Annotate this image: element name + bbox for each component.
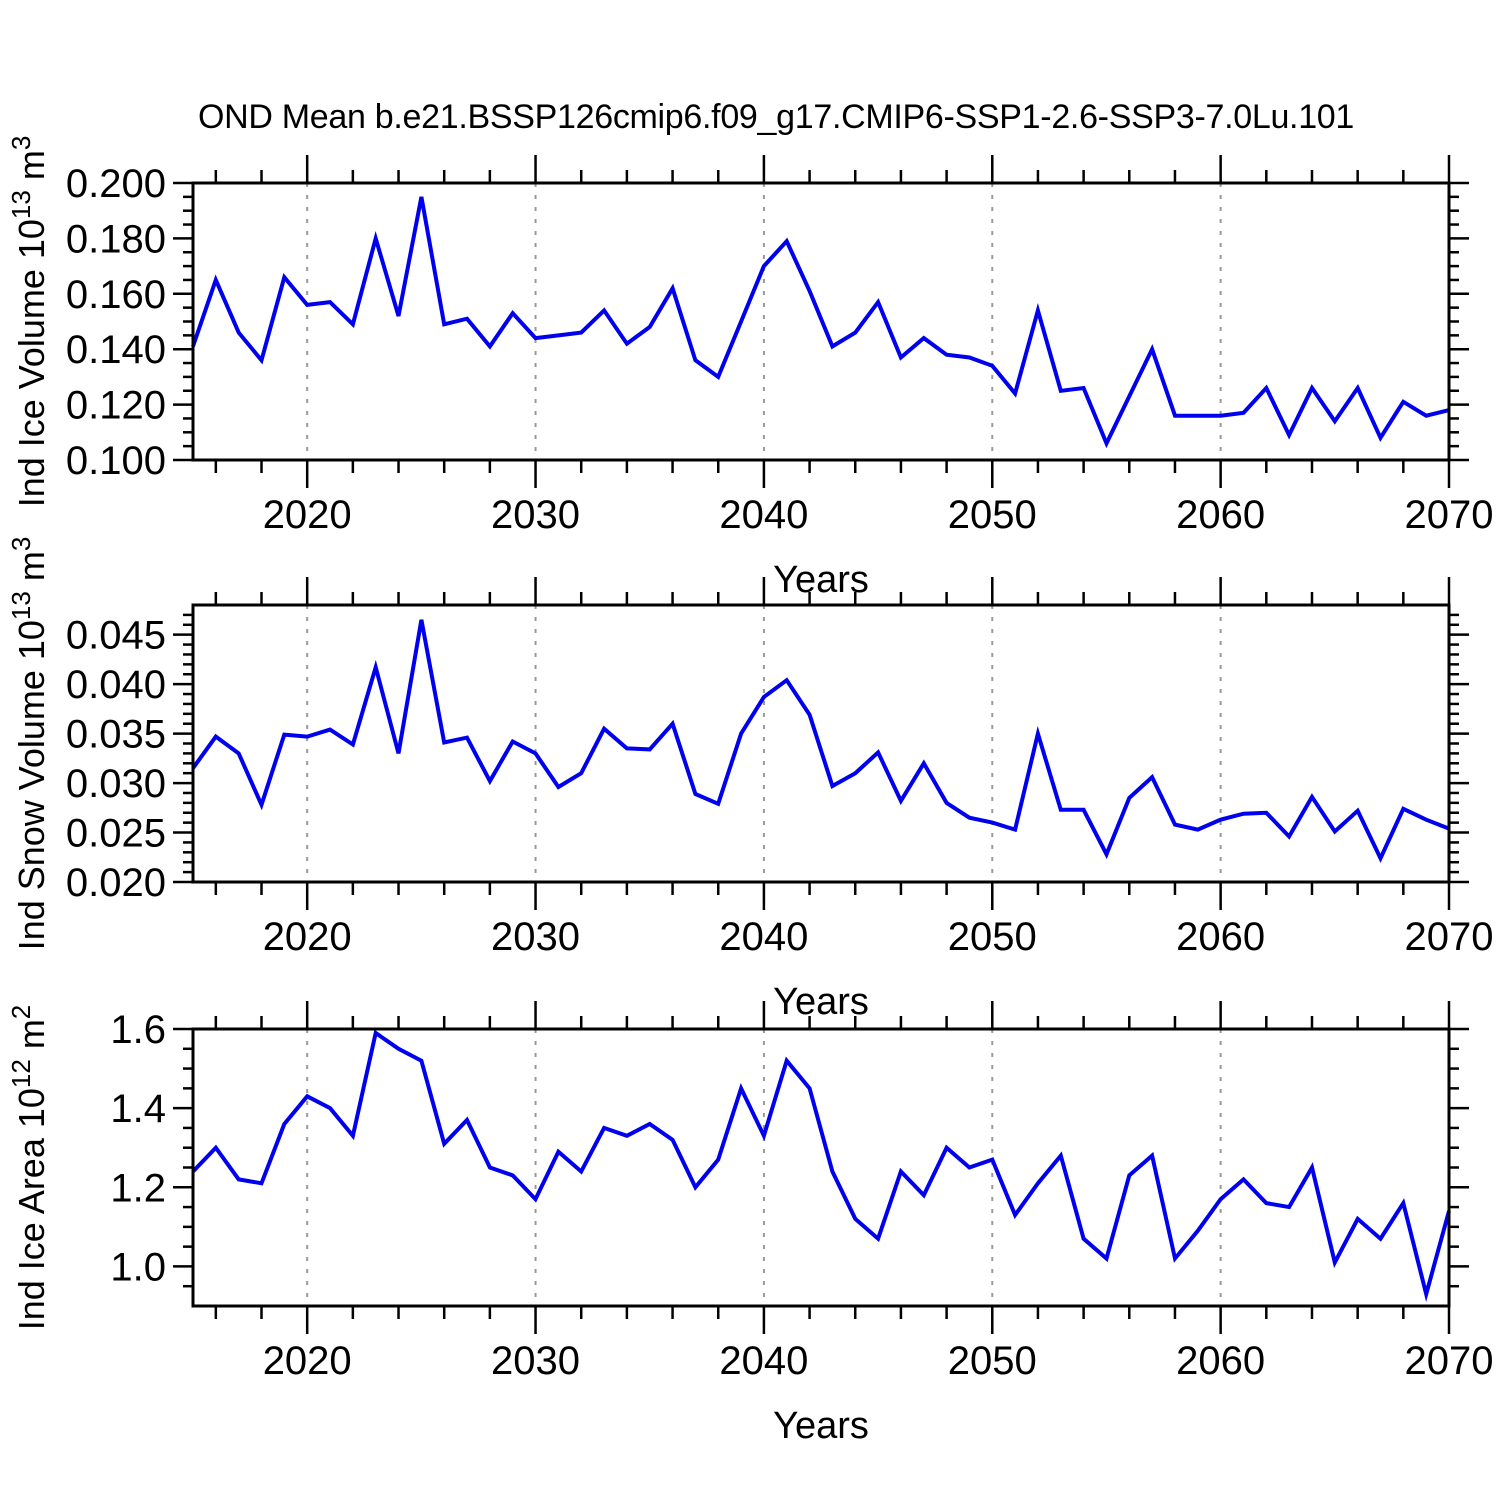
y-axis-title: Ind Ice Area 1012 m2: [6, 1005, 52, 1331]
y-tick-label: 0.040: [66, 663, 166, 707]
x-tick-label: 2020: [263, 493, 352, 537]
y-tick-label: 0.100: [66, 439, 166, 483]
data-line-ind-ice-area: [191, 1029, 1451, 1302]
y-tick-label: 0.200: [66, 162, 166, 206]
data-line-ind-snow-volume: [191, 619, 1450, 863]
y-axis-title: Ind Ice Volume 1013 m3: [6, 136, 52, 508]
x-axis-title: Years: [773, 1405, 869, 1447]
plot-border: [191, 1027, 1451, 1308]
x-tick-label: 2030: [491, 915, 580, 959]
panel-ind-ice-volume: 2020 2030 2040 2050 2060 2070 0.200 0.180 0.160 0…: [6, 136, 1493, 601]
plot-border: [191, 603, 1451, 884]
y-tick-label: 0.180: [66, 217, 166, 261]
x-tick-label: 2040: [719, 493, 808, 537]
y-tick-label: 0.030: [66, 762, 166, 806]
x-tick-label: 2020: [263, 1339, 352, 1383]
y-tick-label: 0.025: [66, 812, 166, 856]
x-tick-label: 2050: [948, 493, 1037, 537]
chart-title: OND Mean b.e21.BSSP126cmip6.f09_g17.CMIP…: [197, 98, 1355, 136]
x-tick-label: 2050: [948, 915, 1037, 959]
x-axis-title: Years: [773, 559, 869, 601]
y-tick-label: 1.0: [110, 1245, 166, 1289]
x-axis-title: Years: [773, 981, 869, 1023]
x-tick-label: 2040: [719, 915, 808, 959]
x-tick-label: 2070: [1405, 1339, 1494, 1383]
panel-ind-ice-area: 2020 2030 2040 2050 2060 2070 1.6 1.4 1.2 1.0 Year…: [6, 1001, 1493, 1447]
x-tick-label: 2040: [719, 1339, 808, 1383]
panel-ind-snow-volume: 2020 2030 2040 2050 2060 2070 0.045 0.040 0.035 0…: [6, 537, 1493, 1023]
y-axis-title: Ind Snow Volume 1013 m3: [6, 537, 52, 951]
x-tick-label: 2020: [263, 915, 352, 959]
y-tick-label: 1.4: [110, 1087, 166, 1131]
x-tick-label: 2060: [1176, 493, 1265, 537]
y-tick-label: 0.035: [66, 713, 166, 757]
x-tick-label: 2060: [1176, 1339, 1265, 1383]
y-tick-label: 0.045: [66, 614, 166, 658]
y-tick-label: 0.120: [66, 384, 166, 428]
x-tick-label: 2030: [491, 1339, 580, 1383]
x-tick-label: 2030: [491, 493, 580, 537]
y-tick-label: 0.020: [66, 861, 166, 905]
y-tick-label: 1.6: [110, 1008, 166, 1052]
x-tick-label: 2050: [948, 1339, 1037, 1383]
y-tick-label: 0.160: [66, 273, 166, 317]
y-tick-label: 1.2: [110, 1166, 166, 1210]
x-tick-label: 2070: [1405, 493, 1494, 537]
x-tick-label: 2060: [1176, 915, 1265, 959]
y-tick-label: 0.140: [66, 328, 166, 372]
data-line-ind-ice-volume: [191, 196, 1450, 449]
x-tick-label: 2070: [1405, 915, 1494, 959]
